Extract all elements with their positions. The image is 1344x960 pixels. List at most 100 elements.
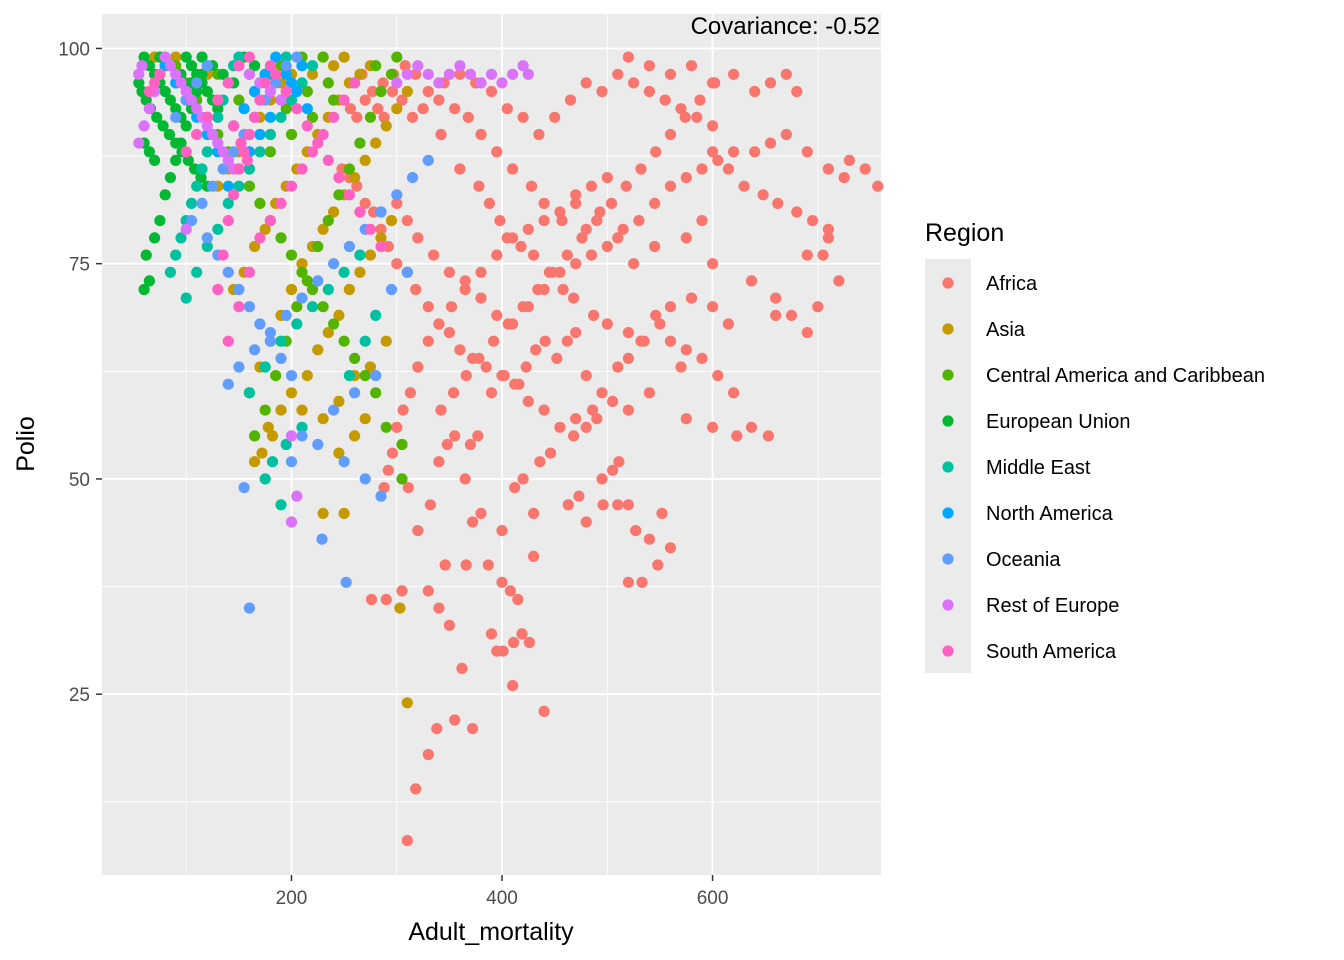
data-point (528, 249, 540, 261)
data-point (222, 180, 234, 192)
data-point (539, 335, 551, 347)
data-point (696, 352, 708, 364)
data-point (534, 456, 546, 468)
data-point (454, 68, 466, 80)
data-point (564, 94, 577, 106)
data-point (620, 180, 632, 192)
data-point (180, 85, 192, 98)
data-point (333, 189, 345, 201)
data-point (722, 318, 735, 330)
data-point (680, 413, 692, 425)
data-point (822, 223, 835, 235)
data-point (312, 240, 324, 253)
data-point (259, 77, 271, 89)
data-point (659, 94, 671, 106)
data-point (501, 103, 513, 115)
data-point (185, 197, 198, 209)
data-point (391, 258, 403, 270)
data-point (422, 335, 434, 347)
data-point (375, 240, 387, 253)
data-point (497, 645, 509, 657)
data-point (191, 68, 203, 80)
data-point (343, 189, 355, 201)
data-point (275, 197, 287, 209)
data-point (264, 335, 276, 347)
data-point (201, 60, 213, 72)
data-point (222, 266, 234, 278)
data-point (588, 309, 600, 321)
data-point (601, 318, 613, 330)
data-point (264, 85, 276, 98)
data-point (333, 309, 345, 321)
data-point (322, 327, 334, 339)
data-point (654, 318, 666, 330)
data-point (285, 94, 298, 106)
data-point (317, 223, 329, 235)
data-point (449, 714, 461, 726)
data-point (422, 85, 434, 98)
data-point (380, 335, 392, 347)
data-point (170, 137, 182, 149)
data-point (212, 223, 224, 235)
data-point (822, 163, 835, 175)
data-point (467, 516, 479, 528)
data-point (585, 249, 598, 261)
data-point (164, 266, 176, 278)
data-point (259, 473, 271, 485)
data-point (675, 103, 687, 115)
data-point (694, 94, 706, 106)
data-point (164, 60, 176, 72)
data-point (285, 180, 298, 192)
data-point (580, 77, 592, 89)
data-point (233, 361, 245, 373)
data-point (649, 197, 661, 209)
data-point (764, 137, 777, 149)
data-point (580, 223, 592, 235)
data-point (422, 154, 434, 166)
data-point (530, 344, 542, 356)
data-point (547, 266, 559, 278)
legend-key (942, 553, 954, 565)
data-point (143, 275, 155, 287)
data-point (791, 85, 803, 98)
data-point (249, 111, 261, 123)
data-point (557, 283, 569, 296)
data-point (506, 68, 519, 80)
data-point (460, 559, 472, 571)
data-point (391, 77, 403, 89)
legend-key (942, 415, 954, 427)
data-point (375, 223, 387, 235)
data-point (217, 163, 229, 175)
data-point (191, 103, 203, 115)
data-point (538, 215, 550, 227)
data-point (180, 146, 192, 158)
data-point (622, 499, 635, 511)
data-point (401, 266, 413, 278)
data-point (770, 292, 782, 304)
data-point (233, 283, 245, 296)
data-point (133, 77, 145, 89)
data-point (391, 421, 403, 433)
data-point (138, 120, 150, 132)
data-point (243, 163, 255, 175)
data-point (391, 103, 403, 115)
data-point (512, 593, 524, 606)
data-point (433, 94, 445, 106)
data-point (201, 85, 213, 98)
legend: Region Africa Asia Central America and Car… (925, 219, 1265, 673)
data-point (375, 206, 387, 218)
x-tick-label: 200 (276, 888, 308, 909)
data-point (343, 163, 355, 175)
data-point (652, 559, 664, 571)
data-point (449, 430, 461, 442)
data-point (520, 361, 532, 373)
data-point (410, 68, 422, 80)
data-point (254, 94, 266, 106)
data-point (275, 404, 287, 416)
data-point (238, 146, 250, 158)
data-point (301, 103, 313, 115)
data-point (594, 206, 606, 218)
data-point (728, 146, 740, 158)
data-point (464, 438, 476, 451)
data-point (525, 180, 538, 192)
